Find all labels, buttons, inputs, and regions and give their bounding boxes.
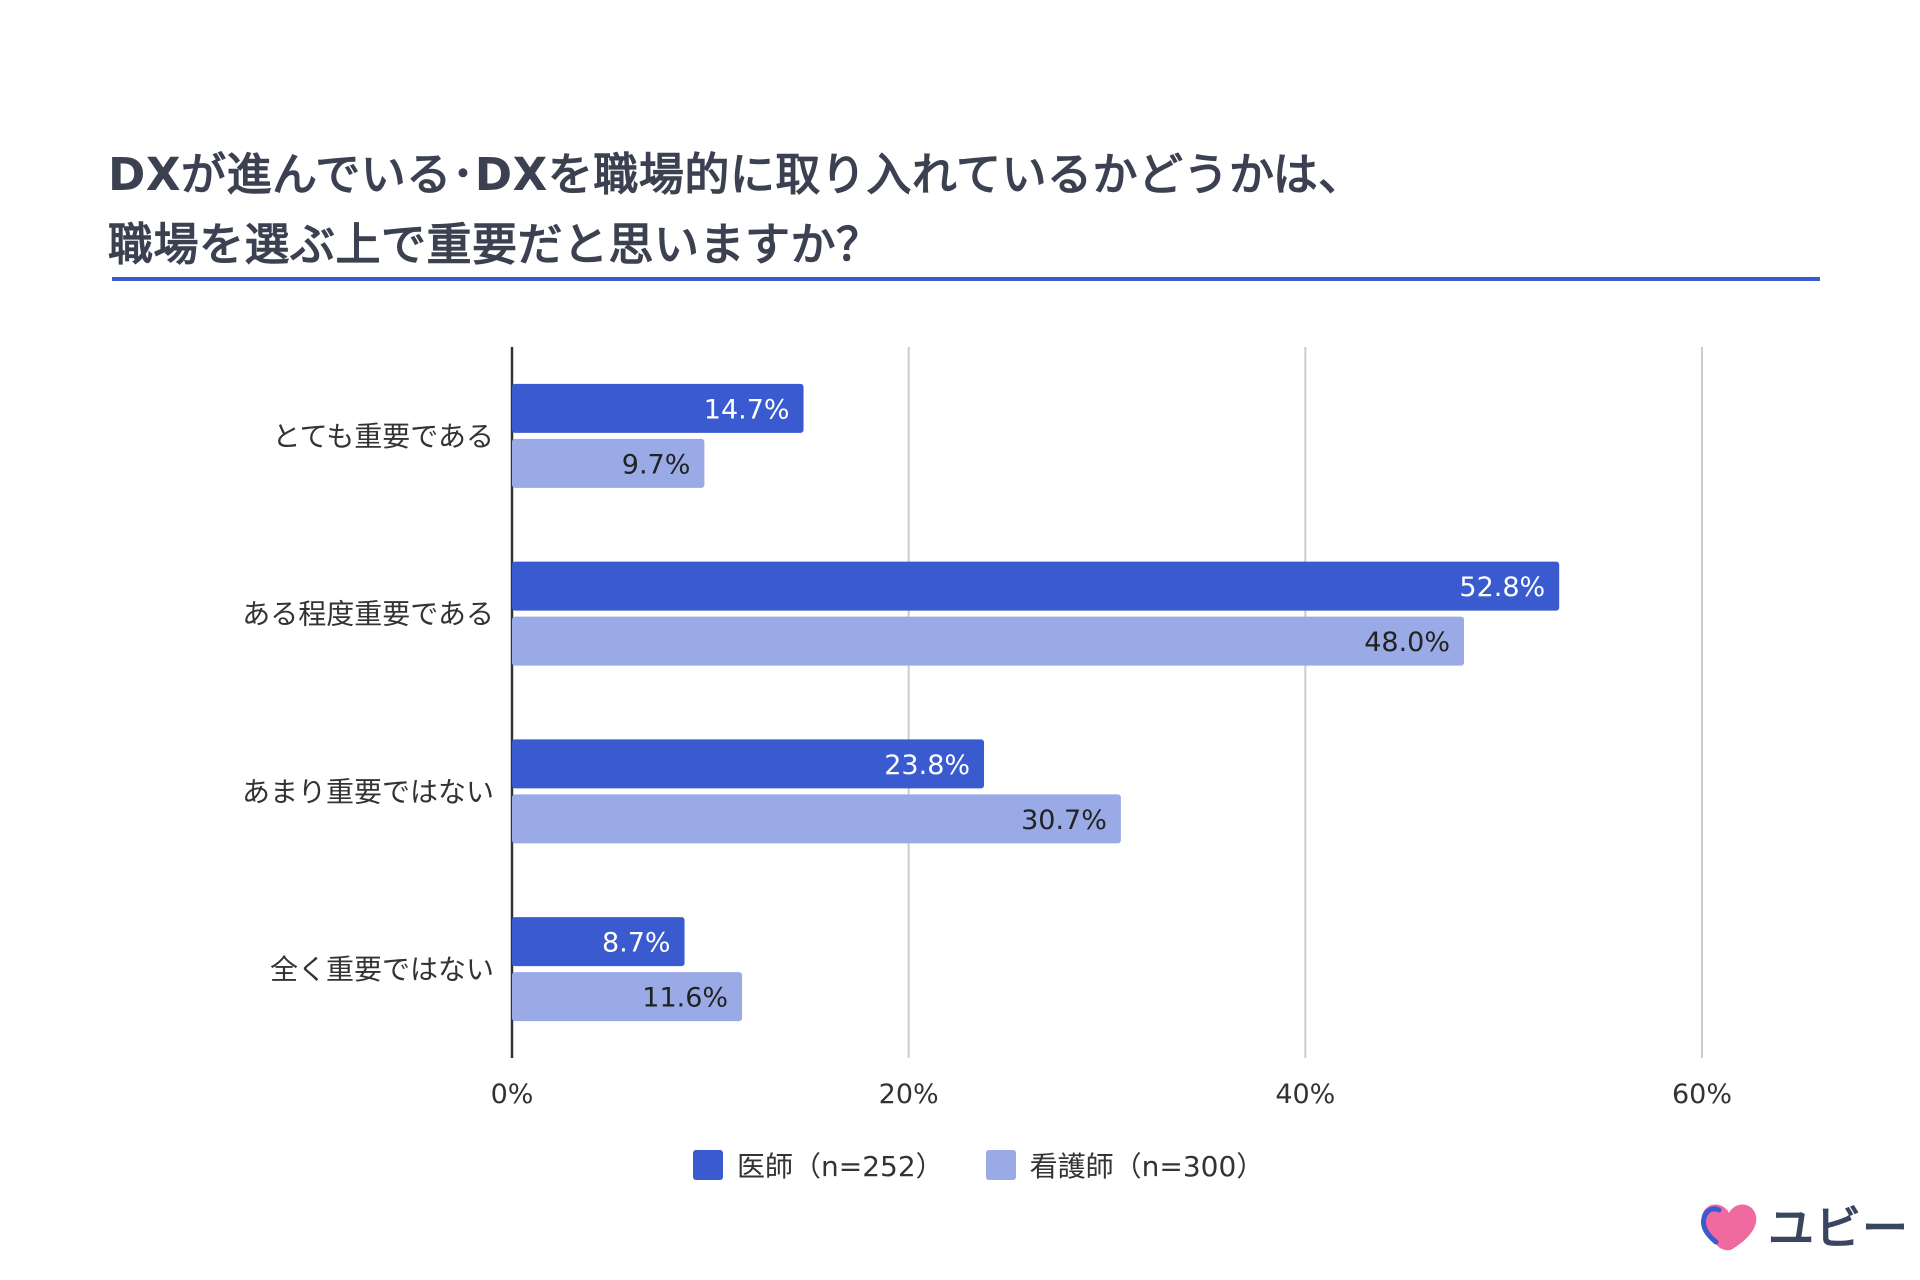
data-label: 14.7% <box>704 394 790 425</box>
bar <box>512 739 985 789</box>
data-label: 9.7% <box>622 449 691 480</box>
data-label: 8.7% <box>602 928 671 959</box>
category-label: ある程度重要である <box>242 598 494 631</box>
legend-swatch-series2 <box>985 1150 1016 1180</box>
chart-legend: 医師（n=252） 看護師（n=300） <box>693 1145 1294 1185</box>
category-label: 全く重要ではない <box>270 953 494 986</box>
data-label: 23.8% <box>884 750 970 781</box>
bar <box>512 616 1464 666</box>
brand-logo: ユビー <box>1698 1192 1909 1258</box>
data-label: 11.6% <box>642 983 728 1014</box>
data-label: 30.7% <box>1021 805 1107 836</box>
legend-label-series2: 看護師（n=300） <box>1029 1150 1265 1183</box>
bar <box>512 794 1121 844</box>
category-label: とても重要である <box>273 420 494 453</box>
heart-logo-icon <box>1701 1204 1757 1251</box>
data-label: 52.8% <box>1459 572 1545 603</box>
bar <box>512 561 1560 611</box>
data-label: 48.0% <box>1364 627 1450 658</box>
chart-title: DXが進んでいる･DXを職場的に取り入れているかどうかは、 職場を選ぶ上で重要だ… <box>108 140 1808 280</box>
bar <box>512 383 804 433</box>
bar-chart: 0% 20% 40% 60% とても重要である 14.7% 9.7% ある程度重要である 52.… <box>242 347 1732 1110</box>
logo-text: ユビー <box>1768 1201 1909 1255</box>
x-tick-label: 60% <box>1672 1079 1732 1110</box>
legend-label-series1: 医師（n=252） <box>737 1150 944 1183</box>
bar <box>512 438 705 488</box>
bar <box>512 917 685 967</box>
bar <box>512 972 743 1022</box>
x-tick-label: 0% <box>491 1079 534 1110</box>
legend-item-series1: 医師（n=252） <box>693 1145 944 1185</box>
x-tick-label: 20% <box>879 1079 939 1110</box>
chart-title-line2: 職場を選ぶ上で重要だと思いますか？ <box>108 218 882 271</box>
legend-swatch-series1 <box>693 1150 723 1180</box>
title-underline <box>112 277 1820 281</box>
category-label: あまり重要ではない <box>242 775 494 808</box>
x-tick-label: 40% <box>1275 1079 1335 1110</box>
chart-title-line1: DXが進んでいる･DXを職場的に取り入れているかどうかは、 <box>108 148 1364 201</box>
legend-item-series2: 看護師（n=300） <box>985 1145 1265 1185</box>
